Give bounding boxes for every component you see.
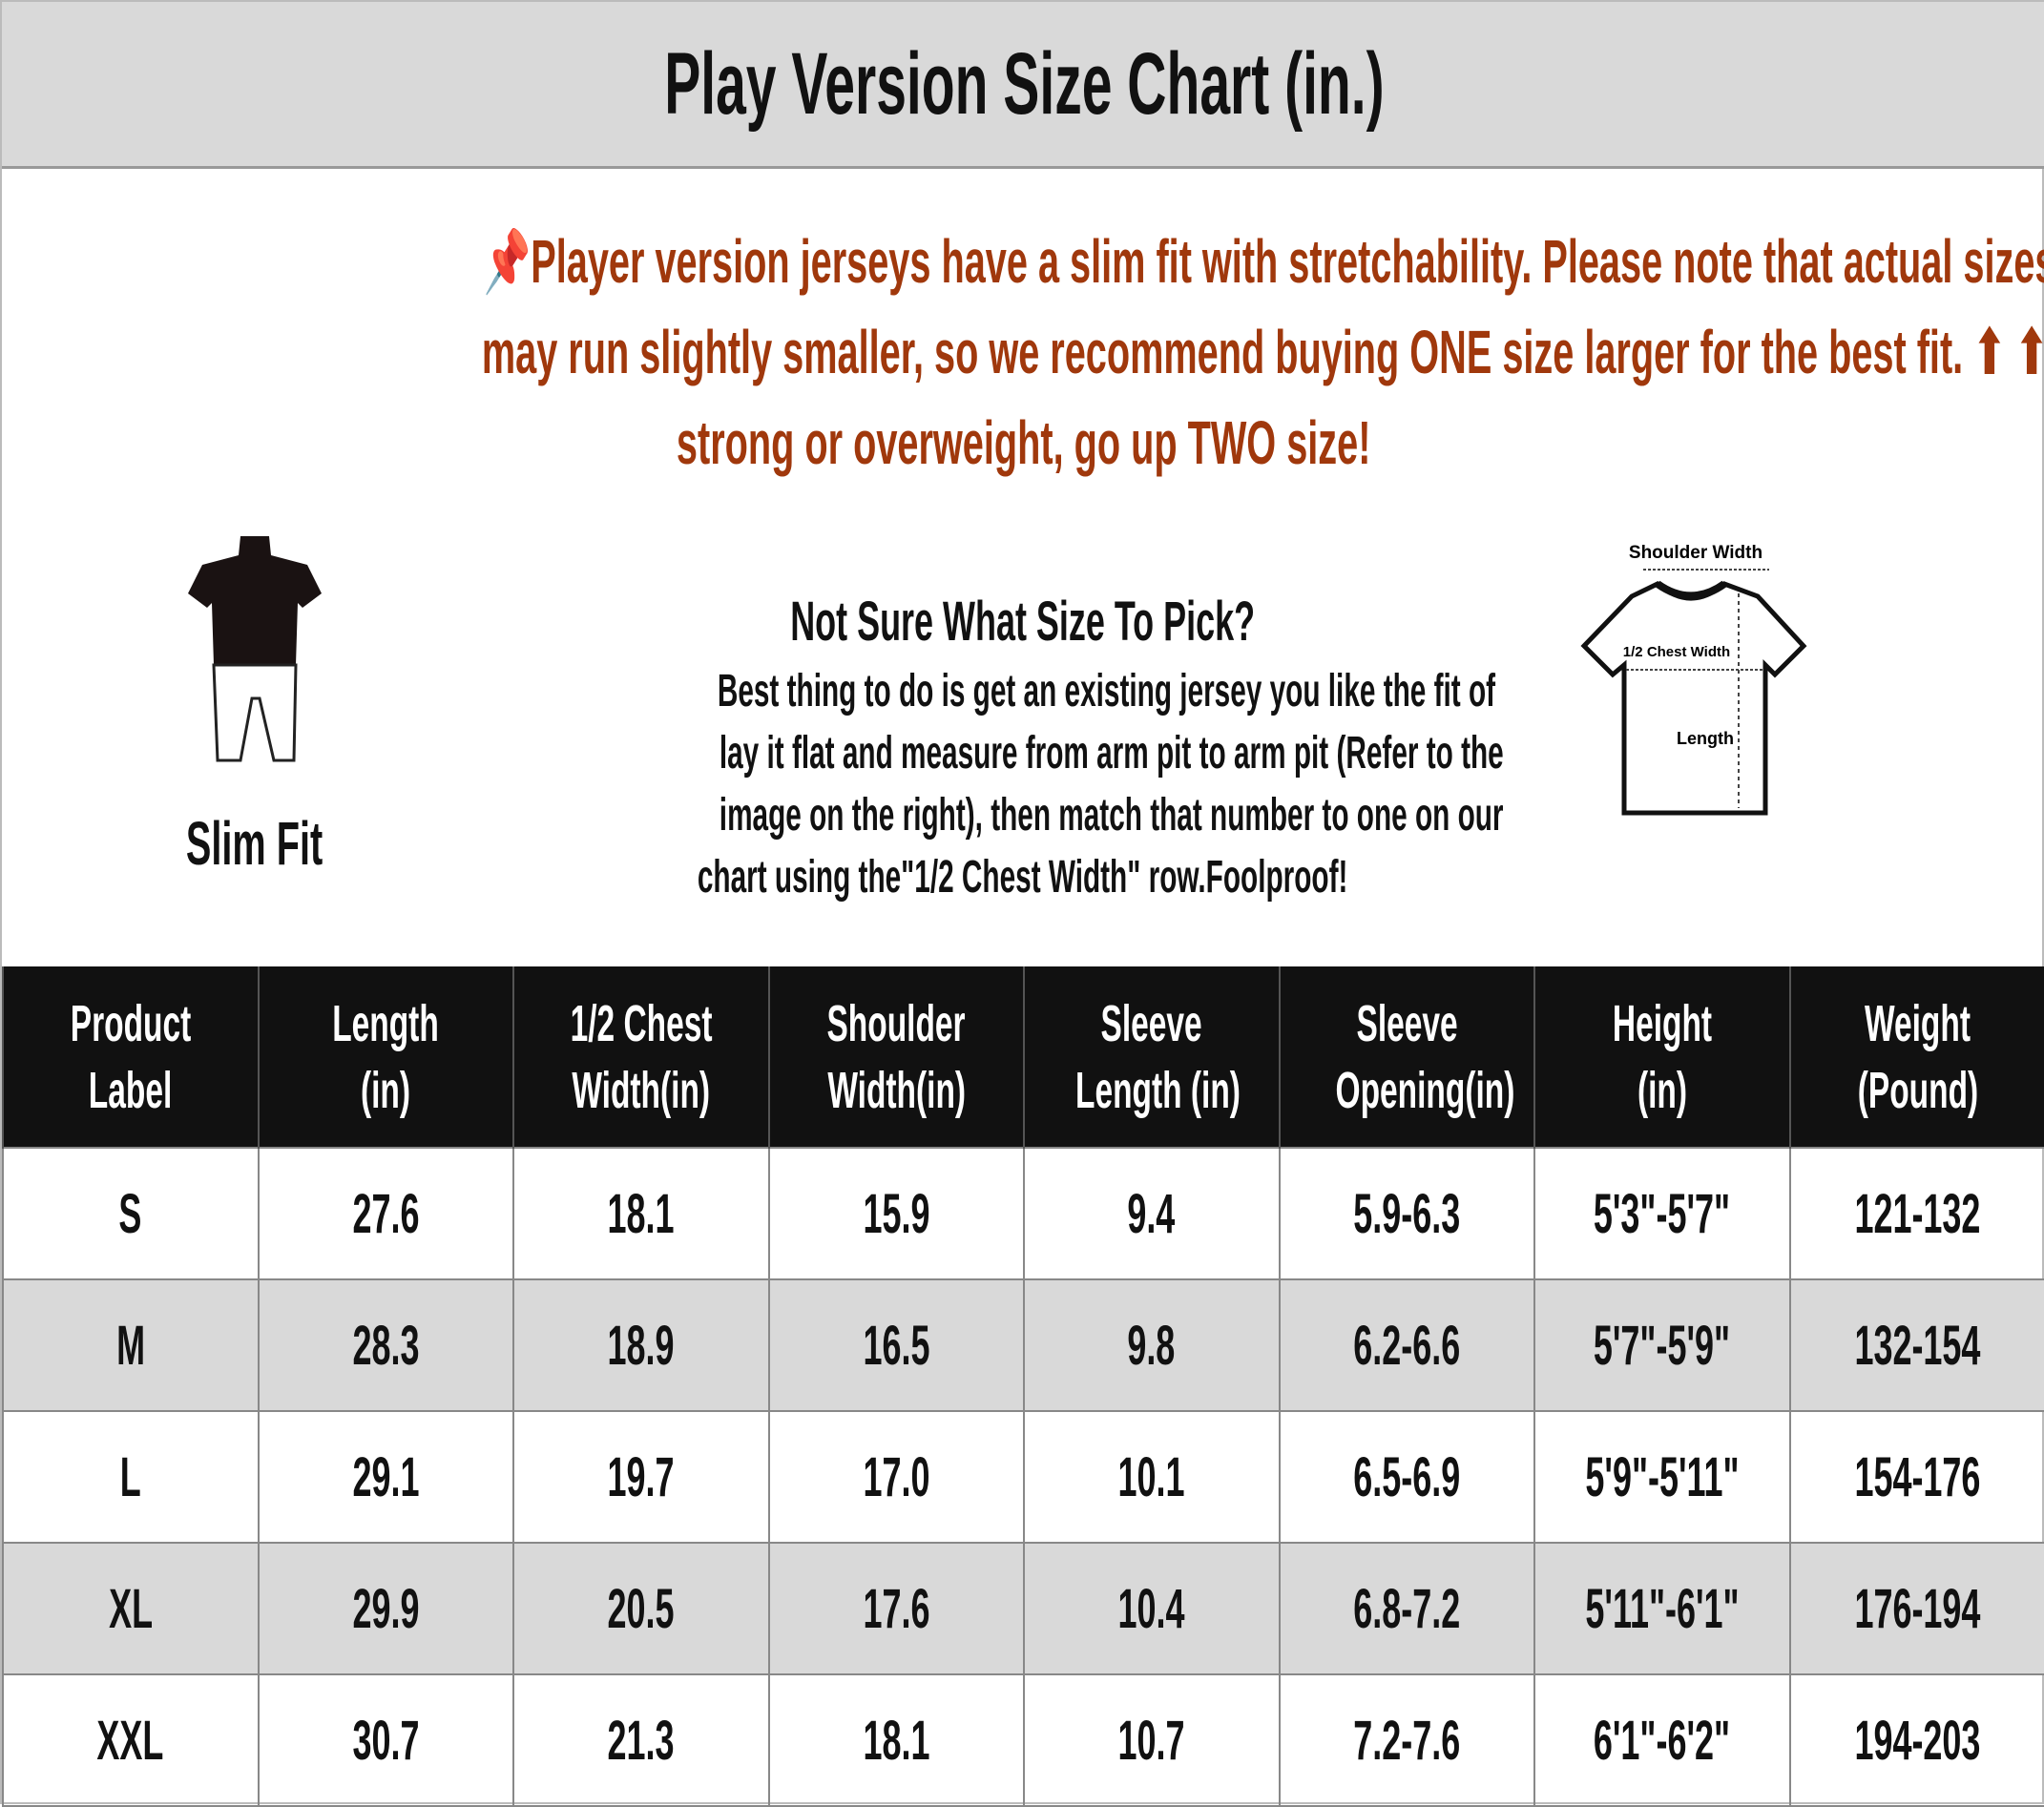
table-cell: 16.5 — [769, 1279, 1025, 1411]
slim-fit-body-icon — [183, 531, 326, 770]
table-cell: 6.8-7.2 — [1280, 1543, 1535, 1674]
table-cell: 121-132 — [1790, 1148, 2044, 1279]
table-cell: 19.7 — [513, 1411, 769, 1543]
length-label: Length — [1677, 729, 1734, 748]
table-cell: 9.4 — [1024, 1148, 1280, 1279]
table-cell: 17.0 — [769, 1411, 1025, 1543]
page-title: Play Version Size Chart (in.) — [664, 34, 1384, 135]
table-cell: 29.9 — [259, 1543, 514, 1674]
tshirt-diagram-icon: Shoulder Width 1/2 Chest Width Length — [1567, 531, 1815, 837]
table-cell: 7.2-7.6 — [1280, 1674, 1535, 1806]
page-header: Play Version Size Chart (in.) — [2, 2, 2044, 169]
table-cell: 15.9 — [769, 1148, 1025, 1279]
table-cell: 21.3 — [513, 1674, 769, 1806]
table-cell: 10.1 — [1024, 1411, 1280, 1543]
slim-fit-figure: Slim Fit — [116, 531, 393, 879]
column-header: Length(in) — [259, 966, 514, 1148]
table-cell: 27.6 — [259, 1148, 514, 1279]
column-header: Weight(Pound) — [1790, 966, 2044, 1148]
table-cell: XL — [3, 1543, 259, 1674]
chest-width-label: 1/2 Chest Width — [1623, 644, 1730, 660]
table-cell: 18.1 — [769, 1674, 1025, 1806]
table-cell: 6'1"-6'2" — [1534, 1674, 1790, 1806]
column-header: Height(in) — [1534, 966, 1790, 1148]
table-cell: 5'3"-5'7" — [1534, 1148, 1790, 1279]
measurement-diagram: Shoulder Width 1/2 Chest Width Length — [1567, 531, 1815, 837]
table-cell: 5'11"-6'1" — [1534, 1543, 1790, 1674]
table-cell: 6.2-6.6 — [1280, 1279, 1535, 1411]
table-cell: 17.6 — [769, 1543, 1025, 1674]
table-cell: 20.5 — [513, 1543, 769, 1674]
table-cell: 5.9-6.3 — [1280, 1148, 1535, 1279]
table-cell: 154-176 — [1790, 1411, 2044, 1543]
pushpin-icon: 📌 — [484, 227, 531, 296]
table-cell: M — [3, 1279, 259, 1411]
table-cell: 9.8 — [1024, 1279, 1280, 1411]
table-cell: 176-194 — [1790, 1543, 2044, 1674]
table-cell: 28.3 — [259, 1279, 514, 1411]
shoulder-width-label: Shoulder Width — [1629, 543, 1762, 563]
table-cell: 29.1 — [259, 1411, 514, 1543]
table-cell: XXL — [3, 1674, 259, 1806]
size-help: Not Sure What Size To Pick? Best thing t… — [479, 584, 1567, 908]
table-cell: 194-203 — [1790, 1674, 2044, 1806]
table-cell: L — [3, 1411, 259, 1543]
table-cell: 10.4 — [1024, 1543, 1280, 1674]
fit-notice: 📌Player version jerseys have a slim fit … — [2, 217, 2044, 488]
table-cell: 5'7"-5'9" — [1534, 1279, 1790, 1411]
table-cell: 18.9 — [513, 1279, 769, 1411]
table-cell: 132-154 — [1790, 1279, 2044, 1411]
table-cell: 30.7 — [259, 1674, 514, 1806]
table-cell: 18.1 — [513, 1148, 769, 1279]
help-heading: Not Sure What Size To Pick? — [791, 584, 1256, 660]
table-cell: 10.7 — [1024, 1674, 1280, 1806]
table-cell: S — [3, 1148, 259, 1279]
table-cell: 5'9"-5'11" — [1534, 1411, 1790, 1543]
table-cell: 6.5-6.9 — [1280, 1411, 1535, 1543]
